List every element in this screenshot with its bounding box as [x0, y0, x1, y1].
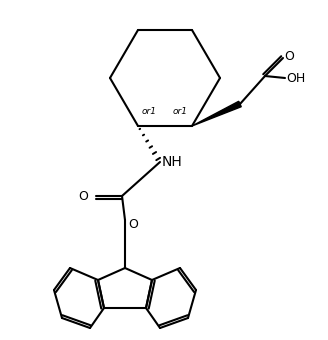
- Text: O: O: [128, 218, 138, 231]
- Text: or1: or1: [173, 107, 188, 116]
- Text: or1: or1: [142, 107, 157, 116]
- Text: NH: NH: [162, 155, 183, 169]
- Polygon shape: [192, 101, 241, 126]
- Text: O: O: [78, 189, 88, 203]
- Text: OH: OH: [286, 71, 305, 85]
- Text: O: O: [284, 51, 294, 64]
